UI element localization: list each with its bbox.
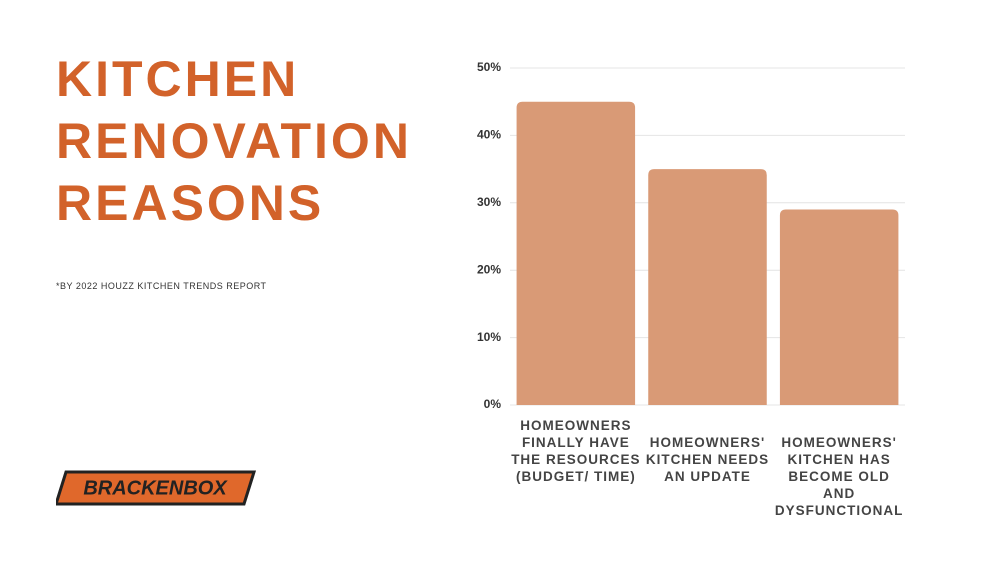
title: KITCHEN RENOVATION REASONS xyxy=(56,51,412,231)
y-tick-label: 50% xyxy=(477,60,501,74)
footnote: *BY 2022 HOUZZ KITCHEN TRENDS REPORT xyxy=(56,281,267,291)
logo-text: BRACKENBOX xyxy=(83,477,228,499)
x-tick-label: HOMEOWNERS FINALLY HAVE THE RESOURCES (B… xyxy=(511,418,641,484)
y-tick-label: 30% xyxy=(477,195,501,209)
logo: BRACKENBOX xyxy=(56,470,256,506)
y-tick-label: 0% xyxy=(484,397,502,411)
logo-shape xyxy=(56,470,256,506)
y-tick-label: 20% xyxy=(477,262,501,276)
bar xyxy=(516,101,636,405)
bar xyxy=(779,209,899,405)
x-tick-label: HOMEOWNERS' KITCHEN HAS BECOME OLD AND D… xyxy=(774,435,904,518)
y-tick-label: 10% xyxy=(477,330,501,344)
x-tick-label: HOMEOWNERS' KITCHEN NEEDS AN UPDATE xyxy=(645,435,770,484)
bar xyxy=(648,169,767,405)
y-tick-label: 40% xyxy=(477,128,501,142)
